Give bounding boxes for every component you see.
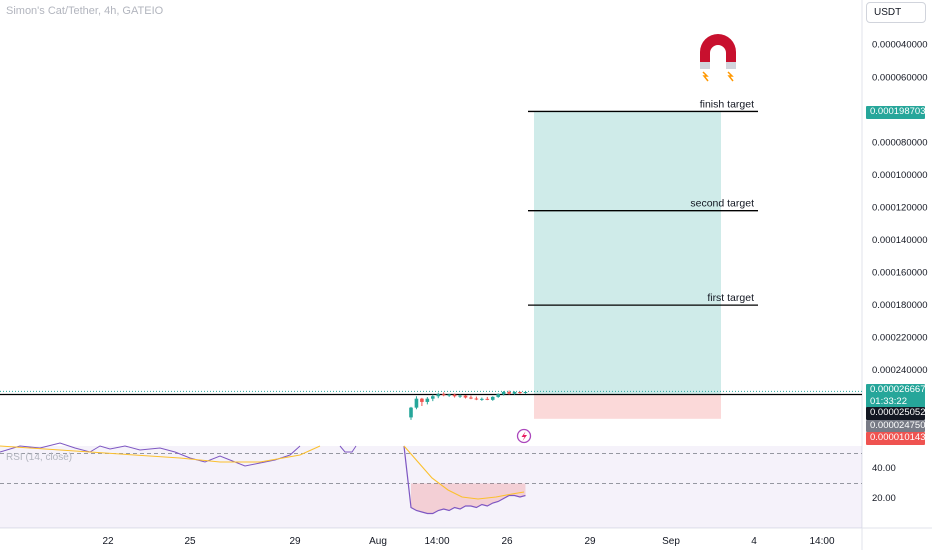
candle <box>496 394 500 397</box>
candle <box>458 395 462 397</box>
candle <box>409 407 413 418</box>
candle <box>507 392 511 394</box>
rsi-history-line <box>339 445 357 453</box>
candle <box>425 398 430 402</box>
time-tick-label: Sep <box>662 536 680 547</box>
current-price-tag: 0.000026667 01:33:22 <box>866 384 925 408</box>
candle <box>485 398 490 400</box>
price-tick-label: 0.000060000 <box>872 72 927 83</box>
candle <box>490 396 495 400</box>
mid-price-tag: 0.000024750 <box>866 420 925 432</box>
time-tick-label: 14:00 <box>809 536 834 547</box>
lightning-event-icon[interactable] <box>516 428 532 444</box>
candle <box>420 398 424 402</box>
time-tick-label: 4 <box>751 536 757 547</box>
price-tick-label: 0.000120000 <box>872 202 927 213</box>
symbol-title: Simon's Cat/Tether, 4h, GATEIO <box>6 5 164 17</box>
candle <box>518 392 522 394</box>
stop-price-tag: 0.000010143 <box>866 432 925 445</box>
price-tick-label: 0.000040000 <box>872 40 927 51</box>
time-tick-label: 26 <box>501 536 513 547</box>
level-label: first target <box>707 292 754 304</box>
time-tick-label: Aug <box>369 536 387 547</box>
currency-button[interactable]: USDT <box>866 2 926 23</box>
time-tick-label: 25 <box>184 536 196 547</box>
candle <box>501 392 506 395</box>
bar-countdown: 01:33:22 <box>870 396 907 407</box>
candle <box>431 396 435 399</box>
rsi-oversold-fill <box>411 483 526 514</box>
rsi-tick-label: 20.00 <box>872 493 896 504</box>
level-label: second target <box>690 198 754 210</box>
level-label: finish target <box>700 98 754 110</box>
time-tick-label: 29 <box>289 536 301 547</box>
stop-zone <box>534 394 721 419</box>
candle <box>414 398 419 408</box>
candle <box>523 392 528 394</box>
price-tick-label: 0.000240000 <box>872 365 927 376</box>
candle <box>463 395 468 398</box>
magnet-icon[interactable] <box>700 34 736 82</box>
candle <box>469 397 473 399</box>
candle <box>480 398 484 400</box>
price-tick-label: 0.000080000 <box>872 137 927 148</box>
rsi-line <box>403 445 526 515</box>
rsi-history-line <box>0 442 301 467</box>
rsi-ma-line <box>403 445 525 500</box>
price-tick-label: 0.000100000 <box>872 170 927 181</box>
candle <box>474 398 479 400</box>
price-tick-label: 0.000160000 <box>872 268 927 279</box>
time-tick-label: 14:00 <box>424 536 449 547</box>
price-tick-label: 0.000220000 <box>872 333 927 344</box>
candle <box>447 394 451 396</box>
time-tick-label: 22 <box>102 536 114 547</box>
candle <box>452 394 457 397</box>
price-tick-label: 0.000140000 <box>872 235 927 246</box>
target-price-tag: 0.000198703 <box>866 106 925 119</box>
rsi-background <box>0 446 862 528</box>
time-tick-label: 29 <box>584 536 596 547</box>
rsi-tick-label: 40.00 <box>872 463 896 474</box>
profit-zone <box>534 111 721 395</box>
rsi-indicator-label[interactable]: RSI (14, close) <box>6 452 73 463</box>
price-tick-label: 0.000180000 <box>872 300 927 311</box>
candle <box>512 392 517 394</box>
entry-price-tag: 0.000025052 <box>866 407 925 420</box>
rsi-ma-history-line <box>0 445 321 463</box>
candle <box>436 394 441 397</box>
candle <box>441 394 446 396</box>
